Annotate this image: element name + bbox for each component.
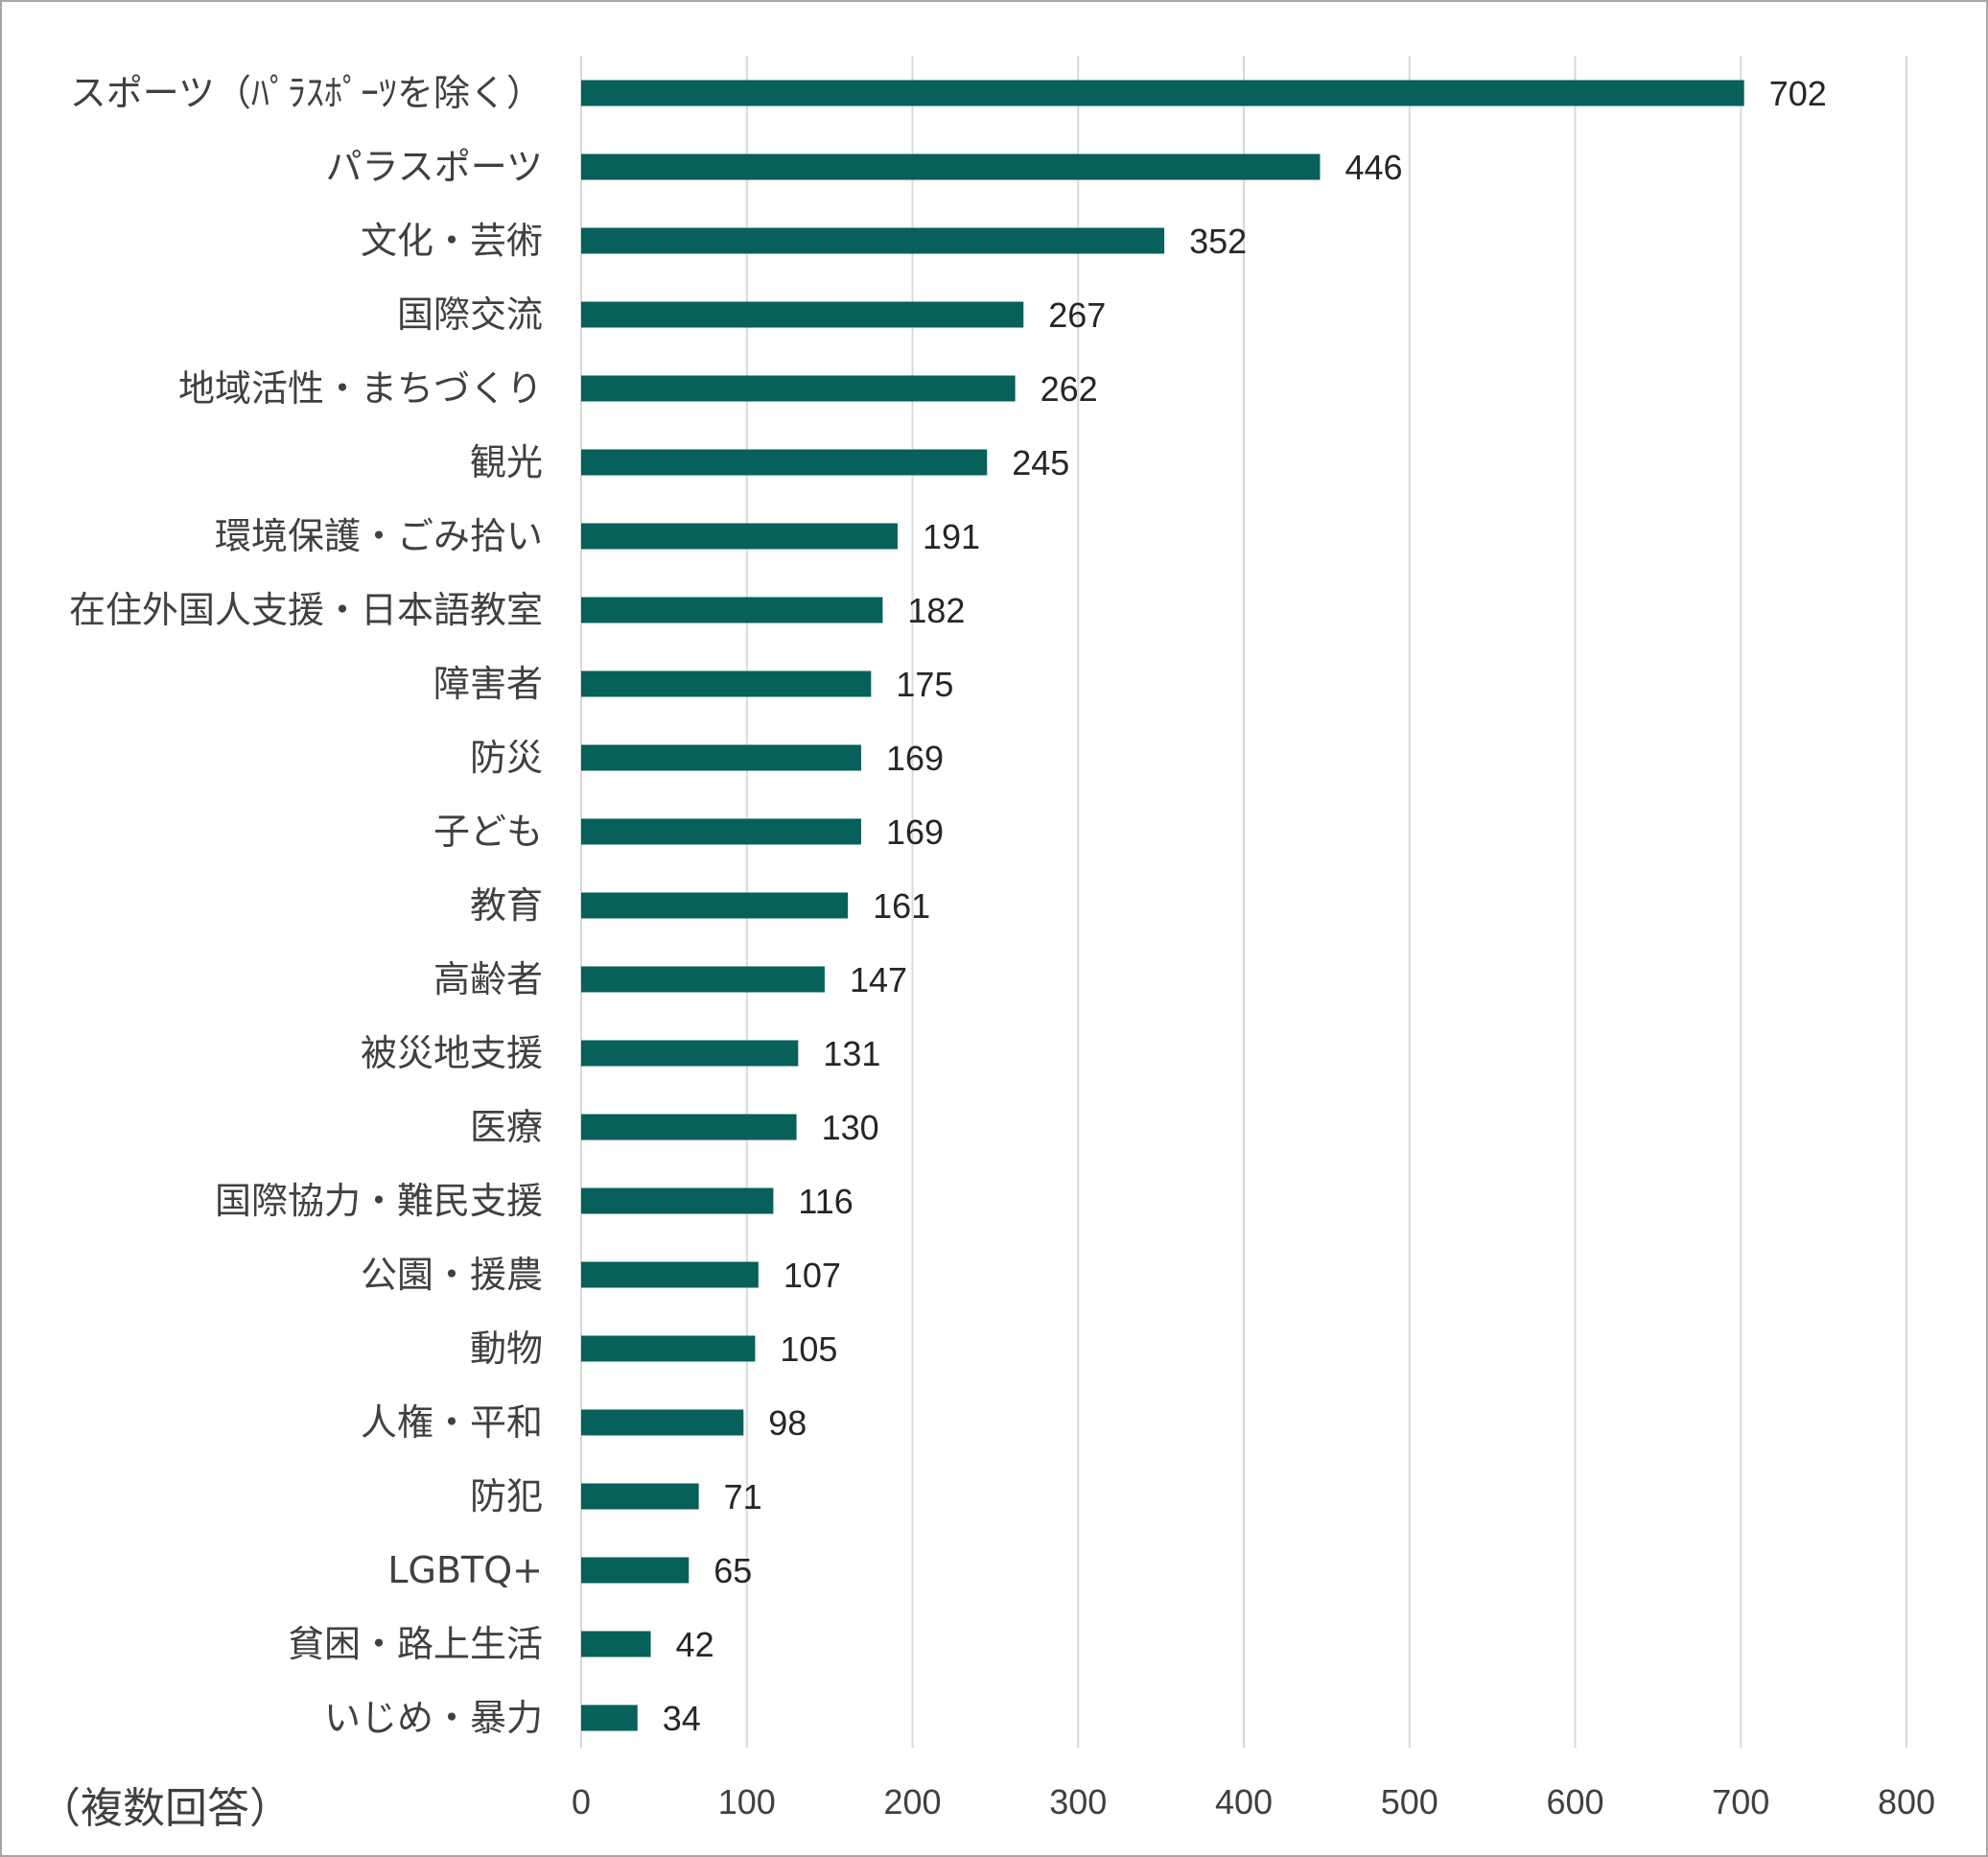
x-tick-label: 400 <box>1215 1782 1273 1822</box>
value-label: 169 <box>886 739 944 778</box>
category-label: パラスポーツ <box>326 146 543 188</box>
value-label: 42 <box>676 1625 714 1664</box>
category-label: 高齢者 <box>433 958 543 1000</box>
value-label: 105 <box>780 1329 837 1369</box>
category-label: 防災 <box>470 737 543 779</box>
bar <box>581 80 1744 106</box>
category-label: 動物 <box>470 1328 543 1370</box>
category-label: 観光 <box>470 441 543 483</box>
bar <box>581 1261 759 1288</box>
category-label: 公園・援農 <box>361 1254 543 1296</box>
category-labels: スポーツ（ﾊﾟﾗｽﾎﾟｰﾂを除く） パラスポーツ文化・芸術国際交流地域活性・まちづ… <box>69 72 543 1739</box>
x-tick-label: 0 <box>572 1782 591 1822</box>
value-label: 65 <box>713 1551 752 1590</box>
category-label: LGBTQ+ <box>387 1549 543 1591</box>
value-label: 245 <box>1012 443 1069 482</box>
x-tick-label: 600 <box>1546 1782 1603 1822</box>
value-labels: 702 446 352 267 262 245 191 182 175 169 169 161 147 1… <box>663 74 1827 1738</box>
category-label: 国際交流 <box>397 294 543 336</box>
category-label: 国際協力・難民支援 <box>215 1180 543 1222</box>
value-label: 147 <box>850 960 907 999</box>
category-label: 在住外国人支援・日本語教室 <box>69 589 543 631</box>
bar <box>581 892 849 919</box>
bar <box>581 670 872 697</box>
bar <box>581 1631 651 1657</box>
bar <box>581 744 861 771</box>
x-tick-label: 100 <box>718 1782 776 1822</box>
bar <box>581 1187 774 1214</box>
value-label: 161 <box>873 886 930 926</box>
x-tick-label: 200 <box>883 1782 941 1822</box>
bar <box>581 818 861 845</box>
x-tick-label: 500 <box>1381 1782 1438 1822</box>
bar <box>581 1704 638 1731</box>
x-axis-tick-labels: 0 100 200 300 400 500 600 700 800 <box>572 1782 1935 1822</box>
bar <box>581 301 1024 328</box>
category-label: 防犯 <box>470 1475 543 1517</box>
bar <box>581 1409 744 1436</box>
x-tick-label: 300 <box>1049 1782 1107 1822</box>
category-label: 医療 <box>470 1106 543 1148</box>
category-label: いじめ・暴力 <box>324 1697 543 1739</box>
multiple-answers-note: （複数回答） <box>38 1784 292 1833</box>
value-label: 352 <box>1189 222 1247 261</box>
bar <box>581 1335 756 1362</box>
value-label: 98 <box>768 1403 807 1443</box>
bar <box>581 966 825 993</box>
value-label: 175 <box>896 665 953 704</box>
bar <box>581 1040 799 1067</box>
value-label: 262 <box>1041 369 1098 409</box>
bar <box>581 449 988 476</box>
category-label: 教育 <box>470 884 543 927</box>
bar <box>581 523 898 550</box>
value-label: 191 <box>923 517 980 556</box>
value-label: 71 <box>724 1477 762 1516</box>
bar <box>581 1483 699 1510</box>
value-label: 169 <box>886 812 944 852</box>
x-tick-label: 800 <box>1878 1782 1935 1822</box>
value-label: 116 <box>798 1182 853 1221</box>
value-label: 34 <box>663 1699 701 1738</box>
value-label: 131 <box>823 1034 880 1073</box>
bar <box>581 1114 797 1140</box>
value-label: 267 <box>1048 295 1106 335</box>
x-tick-label: 700 <box>1712 1782 1769 1822</box>
category-label: 人権・平和 <box>361 1401 543 1444</box>
value-label: 107 <box>784 1256 841 1295</box>
category-label: 環境保護・ごみ拾い <box>215 515 543 557</box>
bars <box>581 80 1744 1731</box>
category-label: 文化・芸術 <box>361 220 543 262</box>
bar <box>581 153 1321 180</box>
category-label: 地域活性・まちづくり <box>178 367 543 410</box>
value-label: 446 <box>1345 148 1402 187</box>
bar <box>581 375 1016 402</box>
category-label: 子ども <box>433 811 543 853</box>
category-label: 障害者 <box>433 663 543 705</box>
category-label: 貧困・路上生活 <box>288 1623 543 1665</box>
bar <box>581 227 1165 254</box>
category-label: スポーツ（ﾊﾟﾗｽﾎﾟｰﾂを除く） <box>70 72 543 114</box>
value-label: 130 <box>822 1108 879 1147</box>
value-label: 182 <box>907 591 965 630</box>
bar <box>581 1557 690 1584</box>
value-label: 702 <box>1769 74 1827 113</box>
bar <box>581 597 883 623</box>
category-label: 被災地支援 <box>361 1032 543 1074</box>
gridlines <box>580 56 1907 1748</box>
